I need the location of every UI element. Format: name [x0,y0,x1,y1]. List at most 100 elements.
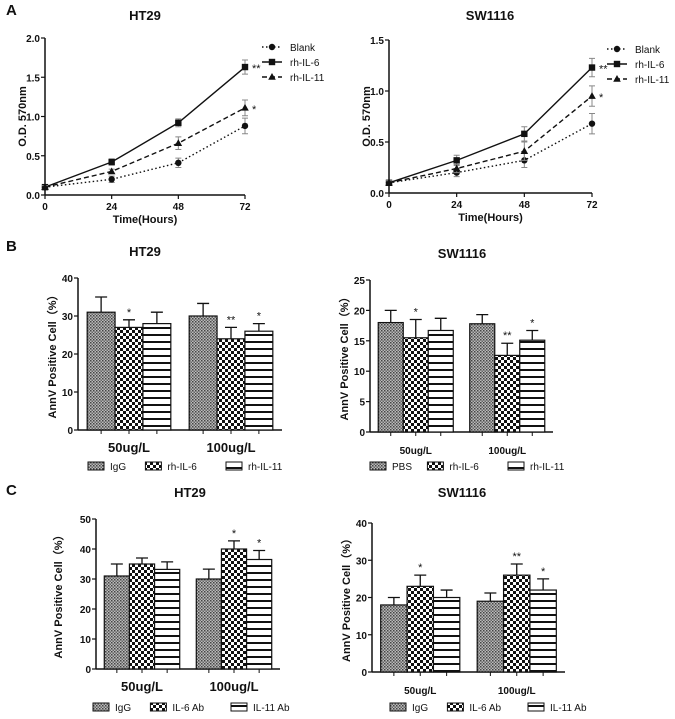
x-axis-label: Time(Hours) [458,212,523,224]
significance-mark: * [257,538,262,550]
series-rh-il-11: * [385,85,604,186]
series-line [44,66,246,188]
x-tick-label: 24 [106,202,118,213]
chart-c-ht29: HT29 0 10 20 30 40 50 AnnV Positive Cell（%） 50ug… [52,485,290,714]
data-point [241,63,249,71]
y-tick-label: 10 [80,635,92,646]
legend-swatch [507,461,525,471]
series-line [44,125,246,188]
y-axis-label: AnnV Positive Cell（%） [338,292,351,421]
legend-label: rh-IL-6 [449,462,479,473]
significance-mark: ** [503,330,512,342]
series-blank [385,112,596,186]
category-label: 50ug/L [121,679,163,694]
data-point [41,183,49,190]
y-tick-label: 30 [80,575,92,586]
error-bar [123,319,135,328]
y-tick-label: 40 [80,545,92,556]
y-tick-label: 2.0 [26,34,40,45]
chart-title: HT29 [129,8,161,23]
legend-marker [268,43,276,51]
significance-mark: * [232,528,237,540]
error-bar [510,563,523,576]
y-axis-label: AnnV Positive Cell（%） [46,290,59,419]
bar-igg [195,578,223,670]
significance-mark: ** [252,63,261,75]
error-bar [434,317,447,331]
error-bar [387,596,400,605]
legend-swatch [92,702,110,712]
legend-swatch [144,461,162,471]
y-axis-label: O.D. 570nm [361,86,373,147]
x-tick-label: 72 [239,202,251,213]
category-label: 100ug/L [206,440,255,455]
significance-mark: ** [512,551,521,563]
legend-label: IL-6 Ab [469,703,501,714]
legend-label: IL-6 Ab [172,703,204,714]
x-tick-label: 0 [386,200,392,211]
bar-rh-il-11 [519,339,546,433]
chart-title: SW1116 [466,8,514,23]
data-point [175,159,182,167]
error-bar [440,589,453,598]
bar-rh-il-11 [142,323,172,431]
significance-mark: * [252,104,257,116]
data-point [241,103,249,111]
error-bar [110,563,123,576]
bar-il-6 ab [406,585,435,673]
y-tick-label: 20 [354,306,366,317]
data-point [588,92,596,99]
legend-label: rh-IL-11 [248,462,283,473]
data-point [108,176,115,183]
legend-label: rh-IL-6 [167,462,197,473]
legend-label: IgG [412,703,428,714]
error-bar [501,342,514,356]
legend-swatch [230,702,248,712]
bar-rh-il-6 [494,354,521,433]
y-tick-label: 20 [356,594,368,605]
y-tick-label: 50 [80,515,92,526]
series-blank [41,117,249,191]
series-line [388,123,593,184]
series-line [388,67,593,184]
significance-mark: * [418,562,423,574]
bar-rh-il-6 [216,338,246,431]
data-point [108,158,115,166]
bar-igg [103,575,131,670]
category-label: 50ug/L [108,440,150,455]
bar-pbs [469,323,496,433]
significance-mark: ** [227,314,236,326]
bar-rh-il-6 [402,337,429,433]
error-bar [136,557,148,564]
y-tick-label: 0 [361,668,367,679]
legend-label: rh-IL-11 [530,462,565,473]
x-tick-label: 72 [586,200,598,211]
significance-mark: * [257,311,262,323]
y-axis-label: AnnV Positive Cell（%） [340,533,353,662]
category-label: 100ug/L [209,679,258,694]
bar-il-6 ab [502,574,531,673]
error-bar [484,592,497,602]
chart-title: SW1116 [438,246,486,261]
y-axis-label: AnnV Positive Cell（%） [52,530,65,659]
category-label: 50ug/L [404,686,436,697]
error-bar [225,326,237,339]
bar-il-11 ab [529,589,557,673]
legend-label: PBS [392,462,412,473]
legend-swatch [446,702,464,712]
y-tick-label: 5 [359,398,365,409]
legend-swatch [87,461,105,471]
bar-igg [476,600,505,673]
data-point [452,164,461,172]
data-point [588,64,596,71]
data-point [520,147,529,154]
legend-label: rh-IL-11 [290,73,325,84]
data-point [174,139,183,146]
legend-swatch [149,702,167,712]
data-point [588,120,596,127]
significance-mark: * [599,92,604,104]
legend-marker [613,75,621,82]
